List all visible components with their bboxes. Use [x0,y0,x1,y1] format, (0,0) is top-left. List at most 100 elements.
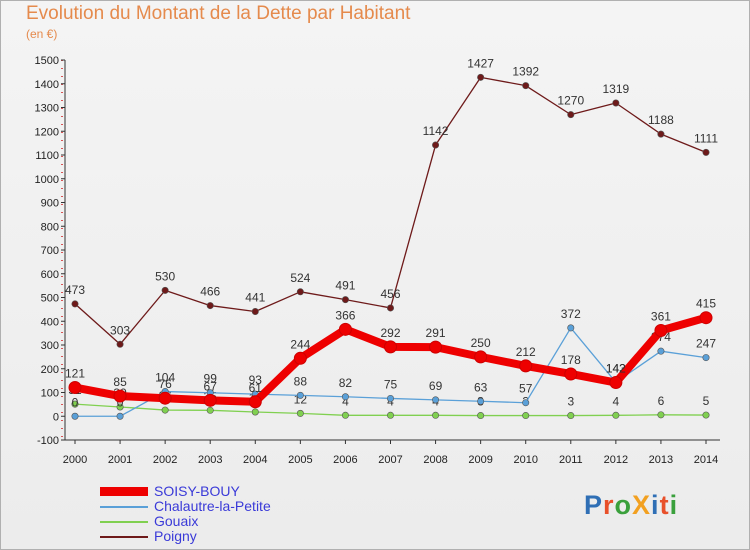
data-label-poigny: 466 [200,285,220,299]
logo-letter: t [659,490,670,520]
legend-item-soisy-bouy: SOISY-BOUY [100,484,320,499]
legend-item-chalautre-la-petite: Chalautre-la-Petite [100,499,320,514]
logo-letter: o [614,490,633,520]
legend-swatch-poigny [100,536,148,538]
data-label-poigny: 1392 [512,65,539,79]
logo-letter: X [632,490,652,520]
logo-letter: r [603,490,615,520]
data-label-poigny: 491 [335,279,355,293]
x-tick-label: 2013 [649,454,673,466]
data-point-chalautre-la-petite [522,399,530,407]
data-point-gouaix [477,412,485,420]
data-point-soisy-bouy [384,340,397,354]
data-label-soisy-bouy: 61 [249,381,263,395]
data-point-poigny [251,308,259,316]
data-point-soisy-bouy [519,359,533,373]
legend-swatch-chalautre-la-petite [100,506,148,508]
data-point-poigny [657,130,665,138]
y-tick-label: 1100 [35,150,59,162]
x-tick-label: 2000 [63,454,87,466]
data-point-gouaix [432,411,440,419]
y-tick-label: 1200 [35,126,59,138]
data-label-poigny: 1188 [648,113,674,127]
data-point-gouaix [206,406,214,414]
logo-letter: i [669,490,679,520]
x-tick-label: 2004 [243,454,267,466]
data-point-gouaix [116,403,124,411]
data-point-gouaix [522,412,530,420]
data-label-gouaix: 4 [342,394,349,408]
legend: SOISY-BOUY Chalautre-la-Petite Gouaix Po… [100,484,320,544]
data-point-chalautre-la-petite [567,324,575,332]
data-label-chalautre-la-petite: 57 [519,382,533,396]
x-tick-label: 2005 [288,454,312,466]
y-tick-label: 400 [41,316,59,328]
data-point-soisy-bouy [203,393,217,407]
data-point-soisy-bouy [158,391,172,405]
x-tick-label: 2001 [108,454,132,466]
y-tick-label: 700 [41,245,59,257]
legend-label: SOISY-BOUY [154,483,240,499]
data-label-poigny: 1427 [467,56,494,70]
data-label-poigny: 1270 [557,94,584,108]
data-point-soisy-bouy [609,376,623,390]
y-tick-label: 1500 [35,55,59,67]
data-label-chalautre-la-petite: 69 [429,379,443,393]
data-label-chalautre-la-petite: 75 [384,377,398,391]
data-label-poigny: 456 [380,287,400,301]
series-line-poigny [74,76,707,345]
data-point-chalautre-la-petite [432,396,440,404]
y-tick-label: 0 [53,411,59,423]
data-point-poigny [612,99,620,107]
data-point-soisy-bouy [699,311,713,325]
y-tick-label: 1000 [35,174,59,186]
data-point-poigny [432,141,440,149]
data-label-chalautre-la-petite: 0 [72,395,79,409]
data-point-chalautre-la-petite [386,394,394,402]
x-tick-label: 2002 [153,454,177,466]
logo-letter: P [584,490,604,520]
x-tick-label: 2010 [513,454,537,466]
data-label-chalautre-la-petite: 99 [204,372,218,386]
y-tick-label: 1400 [35,79,59,91]
data-label-soisy-bouy: 76 [158,377,172,391]
data-point-gouaix [251,408,259,416]
y-tick-label: 1300 [35,103,59,115]
data-label-chalautre-la-petite: 93 [249,373,263,387]
logo-letter: i [651,490,660,520]
data-point-chalautre-la-petite [296,391,304,399]
data-label-soisy-bouy: 366 [335,308,355,322]
y-tick-label: 900 [41,198,59,210]
data-label-poigny: 524 [290,271,310,285]
data-point-gouaix [386,411,394,419]
data-label-soisy-bouy: 212 [516,345,536,359]
legend-swatch-gouaix [100,521,148,523]
legend-label: Gouaix [154,513,199,529]
data-point-soisy-bouy [564,367,578,381]
data-point-gouaix [657,411,665,419]
x-tick-label: 2007 [378,454,402,466]
y-tick-label: -100 [37,435,59,447]
data-label-soisy-bouy: 121 [65,367,85,381]
legend-label: Poigny [154,528,197,544]
data-point-poigny [477,73,485,81]
y-tick-label: 800 [41,221,59,233]
data-label-poigny: 441 [245,291,265,305]
data-point-poigny [71,300,79,308]
data-label-poigny: 473 [65,283,85,297]
data-label-soisy-bouy: 415 [696,297,716,311]
data-point-poigny [206,302,214,310]
data-point-poigny [567,111,575,119]
legend-item-poigny: Poigny [100,529,320,544]
data-point-gouaix [612,411,620,419]
data-point-poigny [522,82,530,90]
data-label-gouaix: 5 [703,394,710,408]
data-point-poigny [341,296,349,304]
data-label-chalautre-la-petite: 247 [696,337,716,351]
x-tick-label: 2012 [604,454,628,466]
data-label-soisy-bouy: 250 [471,336,491,350]
data-label-soisy-bouy: 85 [113,375,127,389]
x-tick-label: 2014 [694,454,718,466]
data-label-soisy-bouy: 178 [561,353,581,367]
x-tick-label: 2006 [333,454,357,466]
